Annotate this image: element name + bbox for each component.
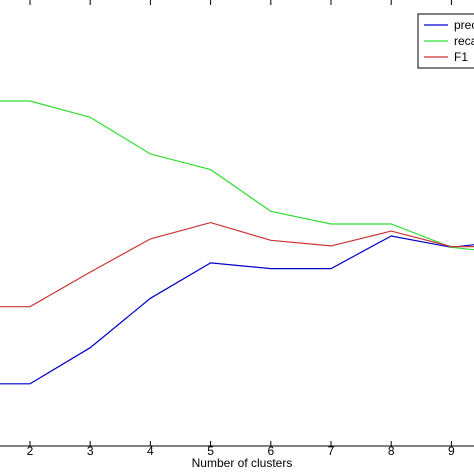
x-tick-label: 9	[448, 444, 455, 458]
x-tick-label: 6	[267, 444, 274, 458]
legend: prec reca F1	[417, 13, 474, 69]
x-axis-label: Number of clusters	[192, 456, 293, 470]
series-lines	[0, 100, 474, 385]
legend-label-prec: prec	[454, 18, 474, 32]
x-tick-label: 2	[27, 444, 34, 458]
x-tick-label: 8	[388, 444, 395, 458]
series-line-reca	[0, 100, 474, 251]
x-tick-label: 5	[207, 444, 214, 458]
series-line-prec	[0, 235, 474, 385]
legend-label-reca: reca	[454, 34, 474, 48]
x-tick-labels: 2 3 4 5 6 7 8 9	[27, 444, 455, 458]
series-line-F1	[0, 221, 474, 308]
x-tick-label: 3	[87, 444, 94, 458]
plot-axes	[0, 0, 474, 447]
x-tick-label: 4	[147, 444, 154, 458]
x-tick-label: 7	[328, 444, 335, 458]
legend-label-F1: F1	[454, 50, 468, 64]
